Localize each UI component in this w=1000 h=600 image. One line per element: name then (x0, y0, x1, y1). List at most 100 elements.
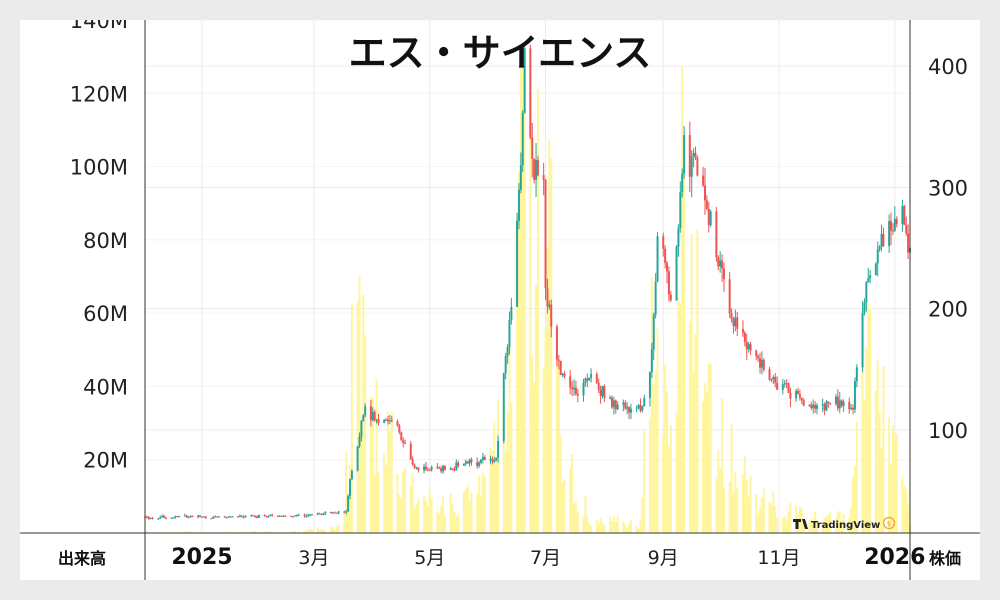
candle-body (303, 514, 306, 516)
volume-bar (827, 513, 830, 533)
volume-bar (561, 482, 564, 533)
volume-bar (669, 425, 672, 533)
volume-bar (840, 520, 843, 533)
candle-body (588, 377, 591, 381)
volume-tick-label: 20M (83, 449, 128, 473)
volume-bar (555, 360, 558, 533)
volume-bar (690, 234, 693, 533)
volume-bar (423, 495, 426, 533)
candle-body (749, 344, 752, 351)
candle-body (563, 373, 566, 377)
candle-body (652, 314, 655, 350)
volume-bar (683, 139, 686, 533)
volume-bar (785, 520, 788, 533)
volume-bar (853, 465, 856, 533)
volume-bar (252, 531, 255, 533)
candle-body (244, 515, 247, 518)
candle-body (187, 517, 190, 519)
volume-bar (576, 511, 579, 533)
volume-bar (880, 448, 883, 533)
volume-bar (470, 492, 473, 533)
candle-body (610, 397, 613, 408)
candle-body (293, 515, 296, 517)
candle-body (212, 516, 215, 519)
volume-bar (707, 363, 710, 533)
candle-body (424, 466, 427, 470)
volume-bar (588, 523, 591, 533)
candle-body (869, 275, 872, 279)
candle-body (364, 406, 367, 416)
candle-body (493, 460, 496, 462)
volume-bar (333, 530, 336, 533)
candle-body (311, 514, 314, 516)
candle-body (874, 263, 877, 276)
volume-bar (876, 360, 879, 533)
volume-bar (442, 496, 445, 533)
candle-body (878, 246, 881, 250)
volume-bar (755, 494, 758, 533)
volume-bar (609, 517, 612, 533)
candle-body (276, 515, 279, 517)
candle-body (504, 355, 507, 374)
candle-body (717, 257, 720, 267)
candle-body (576, 393, 579, 396)
volume-bar (535, 285, 538, 533)
volume-bar (641, 497, 644, 533)
candle-body (202, 516, 205, 518)
candle-body (662, 236, 665, 249)
candle-body (470, 459, 473, 463)
candle-body (489, 459, 492, 461)
volume-bar (696, 229, 699, 534)
currency-badge-icon (882, 516, 896, 530)
volume-bar (907, 504, 910, 533)
volume-bar (307, 529, 310, 533)
volume-bar (330, 526, 333, 533)
candle-body (284, 515, 287, 517)
volume-bar (199, 531, 202, 533)
price-candles (144, 44, 911, 521)
candle-body (263, 514, 266, 517)
volume-bar (654, 372, 657, 533)
volume-bar (369, 396, 372, 533)
volume-bar (504, 451, 507, 533)
candle-body (451, 468, 454, 470)
volume-bar (388, 430, 391, 533)
volume-bar (343, 511, 346, 533)
candle-body (333, 512, 336, 514)
candle-body (762, 359, 765, 370)
candle-body (256, 516, 258, 518)
candle-body (278, 515, 281, 517)
volume-bar (601, 522, 604, 533)
volume-bar (455, 517, 458, 533)
candle-body (250, 515, 253, 517)
volume-bar (183, 531, 186, 533)
candle-body (390, 420, 393, 422)
volume-bar (424, 500, 427, 533)
volume-bar (271, 531, 274, 533)
candle-body (214, 516, 217, 518)
candle-body (641, 406, 644, 411)
candle-body (741, 328, 744, 333)
candle-body (544, 179, 547, 289)
candle-body (517, 189, 520, 221)
volume-bar (850, 506, 853, 533)
candle-body (360, 421, 363, 437)
volume-bar (481, 472, 484, 533)
candle-body (542, 175, 545, 180)
tradingview-brand: TradingView (811, 520, 880, 531)
volume-bar (808, 520, 811, 533)
candle-body (624, 402, 627, 409)
volume-bar (362, 294, 365, 533)
axis-labels: 100 200 300 400 20M 40M 60M 80M 100M 120M 140M 2025… (70, 20, 968, 570)
volume-bar (728, 481, 731, 533)
candle-body (521, 112, 524, 166)
volume-bar (521, 56, 524, 533)
volume-bar (855, 421, 858, 533)
candle-body (478, 462, 481, 467)
volume-bar (267, 531, 270, 533)
candle-body (683, 135, 686, 174)
volume-bar (574, 502, 577, 533)
candle-body (162, 515, 165, 518)
volume-bar (863, 400, 866, 533)
price-tick-label: 200 (928, 298, 968, 322)
